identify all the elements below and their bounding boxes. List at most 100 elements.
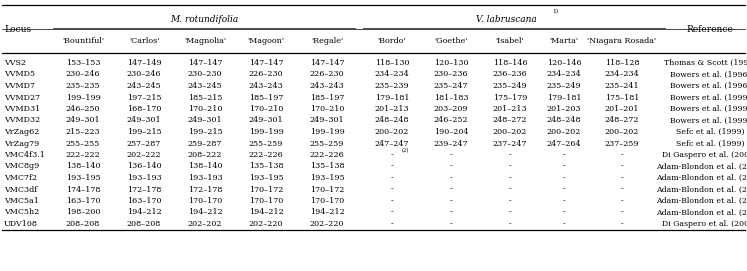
Text: 246–252: 246–252: [434, 117, 468, 124]
Text: VVS2: VVS2: [4, 59, 26, 67]
Text: (2): (2): [402, 148, 409, 153]
Text: Reference: Reference: [686, 24, 734, 34]
Text: 202–220: 202–220: [310, 220, 344, 228]
Text: 170–170: 170–170: [310, 197, 344, 205]
Text: 'Magoon': 'Magoon': [247, 37, 285, 45]
Text: 163–170: 163–170: [127, 197, 161, 205]
Text: 235–241: 235–241: [604, 82, 639, 90]
Text: 193–195: 193–195: [310, 174, 344, 182]
Text: 222–226: 222–226: [249, 151, 283, 159]
Text: Di Gaspero et al. (2005): Di Gaspero et al. (2005): [663, 220, 747, 228]
Text: VVMD7: VVMD7: [4, 82, 35, 90]
Text: -: -: [391, 151, 394, 159]
Text: 248–272: 248–272: [605, 117, 639, 124]
Text: UDV108: UDV108: [4, 220, 38, 228]
Text: 'Goethe': 'Goethe': [434, 37, 468, 45]
Text: 203–209: 203–209: [434, 105, 468, 113]
Text: Adam-Blondon et al. (2004): Adam-Blondon et al. (2004): [656, 197, 747, 205]
Text: 199–215: 199–215: [187, 128, 223, 136]
Text: -: -: [509, 197, 512, 205]
Text: 147–149: 147–149: [127, 59, 161, 67]
Text: 135–138: 135–138: [310, 163, 344, 170]
Text: 181–183: 181–183: [434, 93, 468, 102]
Text: VVMD27: VVMD27: [4, 93, 40, 102]
Text: 235–239: 235–239: [375, 82, 409, 90]
Text: Adam-Blondon et al. (2004): Adam-Blondon et al. (2004): [656, 186, 747, 193]
Text: -: -: [450, 208, 453, 217]
Text: -: -: [391, 208, 394, 217]
Text: 249–301: 249–301: [187, 117, 223, 124]
Text: 197–215: 197–215: [127, 93, 161, 102]
Text: 200–202: 200–202: [375, 128, 409, 136]
Text: 230–246: 230–246: [66, 70, 100, 79]
Text: 247–247: 247–247: [375, 140, 409, 147]
Text: 170–210: 170–210: [310, 105, 344, 113]
Text: VVMD31: VVMD31: [4, 105, 40, 113]
Text: 118–128: 118–128: [605, 59, 639, 67]
Text: VVMD5: VVMD5: [4, 70, 35, 79]
Text: 235–249: 235–249: [547, 82, 581, 90]
Text: 175–181: 175–181: [605, 93, 639, 102]
Text: 222–226: 222–226: [309, 151, 344, 159]
Text: 243–245: 243–245: [127, 82, 161, 90]
Text: Adam-Blondon et al. (2004): Adam-Blondon et al. (2004): [656, 208, 747, 217]
Text: -: -: [391, 197, 394, 205]
Text: 190–204: 190–204: [434, 128, 468, 136]
Text: 'Bountiful': 'Bountiful': [62, 37, 104, 45]
Text: VMC4f3.1: VMC4f3.1: [4, 151, 45, 159]
Text: 199–199: 199–199: [249, 128, 283, 136]
Text: 199–199: 199–199: [66, 93, 100, 102]
Text: 230–230: 230–230: [187, 70, 223, 79]
Text: 239–247: 239–247: [434, 140, 468, 147]
Text: -: -: [621, 197, 624, 205]
Text: Adam-Blondon et al. (2004): Adam-Blondon et al. (2004): [656, 163, 747, 170]
Text: -: -: [391, 174, 394, 182]
Text: -: -: [450, 151, 453, 159]
Text: 215–223: 215–223: [66, 128, 100, 136]
Text: 201–203: 201–203: [547, 105, 581, 113]
Text: -: -: [450, 163, 453, 170]
Text: Bowers et al. (1999): Bowers et al. (1999): [670, 93, 747, 102]
Text: 193–195: 193–195: [66, 174, 100, 182]
Text: 194–212: 194–212: [127, 208, 161, 217]
Text: 194–212: 194–212: [309, 208, 344, 217]
Text: 153–153: 153–153: [66, 59, 100, 67]
Text: 194–212: 194–212: [249, 208, 283, 217]
Text: 248–272: 248–272: [493, 117, 527, 124]
Text: -: -: [621, 220, 624, 228]
Text: 255–259: 255–259: [310, 140, 344, 147]
Text: -: -: [562, 174, 565, 182]
Text: 247–264: 247–264: [547, 140, 581, 147]
Text: -: -: [562, 186, 565, 193]
Text: -: -: [509, 186, 512, 193]
Text: -: -: [391, 163, 394, 170]
Text: 185–215: 185–215: [187, 93, 222, 102]
Text: 163–170: 163–170: [66, 197, 100, 205]
Text: 257–287: 257–287: [127, 140, 161, 147]
Text: 135–138: 135–138: [249, 163, 283, 170]
Text: 199–199: 199–199: [309, 128, 344, 136]
Text: 202–220: 202–220: [249, 220, 283, 228]
Text: 226–230: 226–230: [249, 70, 283, 79]
Text: -: -: [562, 220, 565, 228]
Text: 'Carlos': 'Carlos': [128, 37, 159, 45]
Text: 235–235: 235–235: [66, 82, 100, 90]
Text: Bowers et al. (1999): Bowers et al. (1999): [670, 105, 747, 113]
Text: 118–146: 118–146: [493, 59, 527, 67]
Text: -: -: [509, 220, 512, 228]
Text: 198–200: 198–200: [66, 208, 100, 217]
Text: 147–147: 147–147: [249, 59, 283, 67]
Text: 255–259: 255–259: [249, 140, 283, 147]
Text: -: -: [450, 186, 453, 193]
Text: Adam-Blondon et al. (2004): Adam-Blondon et al. (2004): [656, 174, 747, 182]
Text: -: -: [562, 163, 565, 170]
Text: 179–181: 179–181: [547, 93, 581, 102]
Text: 248–248: 248–248: [547, 117, 581, 124]
Text: 226–230: 226–230: [310, 70, 344, 79]
Text: 255–255: 255–255: [66, 140, 100, 147]
Text: 138–140: 138–140: [187, 163, 223, 170]
Text: -: -: [562, 197, 565, 205]
Text: 170–172: 170–172: [249, 186, 283, 193]
Text: 'Marta': 'Marta': [550, 37, 578, 45]
Text: 185–197: 185–197: [310, 93, 344, 102]
